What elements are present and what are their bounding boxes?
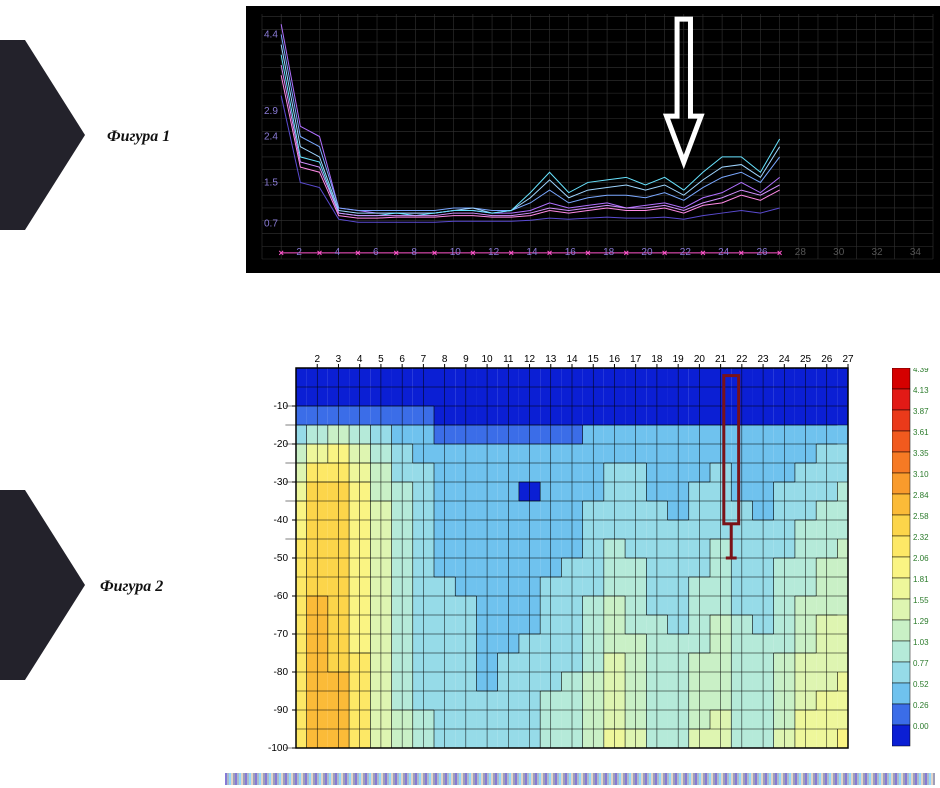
svg-text:11: 11 — [503, 354, 514, 365]
page-root: Фигура 1 0.71.52.42.94.42468101214161820… — [0, 0, 940, 788]
svg-text:-10: -10 — [274, 401, 289, 412]
svg-text:28: 28 — [795, 247, 807, 258]
svg-text:2.9: 2.9 — [264, 106, 278, 117]
svg-text:3.35: 3.35 — [913, 449, 929, 458]
svg-text:3: 3 — [336, 354, 342, 365]
svg-text:24: 24 — [779, 354, 791, 365]
svg-text:1.03: 1.03 — [913, 638, 929, 647]
svg-text:4: 4 — [357, 354, 363, 365]
svg-text:0.7: 0.7 — [264, 218, 278, 229]
svg-text:2.06: 2.06 — [913, 554, 929, 563]
svg-text:4: 4 — [335, 247, 341, 258]
svg-text:27: 27 — [842, 354, 854, 365]
svg-text:-90: -90 — [274, 705, 289, 716]
svg-text:19: 19 — [673, 354, 685, 365]
decorative-strip — [225, 773, 935, 785]
pointer-poly — [0, 40, 85, 230]
svg-text:26: 26 — [756, 247, 768, 258]
svg-text:17: 17 — [630, 354, 642, 365]
pointer-shape-2 — [0, 490, 90, 680]
svg-text:3.61: 3.61 — [913, 428, 929, 437]
figure-1-chart: 0.71.52.42.94.42468101214161820222426283… — [240, 0, 940, 279]
svg-text:4.4: 4.4 — [264, 29, 278, 40]
svg-text:2.84: 2.84 — [913, 491, 929, 500]
svg-text:23: 23 — [758, 354, 770, 365]
svg-text:20: 20 — [694, 354, 706, 365]
svg-text:32: 32 — [871, 247, 883, 258]
svg-text:7: 7 — [421, 354, 427, 365]
svg-text:14: 14 — [566, 354, 578, 365]
svg-text:22: 22 — [680, 247, 692, 258]
svg-text:2.4: 2.4 — [264, 132, 278, 143]
svg-text:3.10: 3.10 — [913, 470, 929, 479]
svg-text:-40: -40 — [274, 515, 289, 526]
svg-text:2.58: 2.58 — [913, 512, 929, 521]
svg-text:8: 8 — [411, 247, 417, 258]
svg-text:-20: -20 — [274, 439, 289, 450]
svg-text:22: 22 — [736, 354, 748, 365]
svg-text:20: 20 — [641, 247, 653, 258]
svg-text:18: 18 — [651, 354, 663, 365]
svg-text:3.87: 3.87 — [913, 407, 929, 416]
svg-text:16: 16 — [609, 354, 621, 365]
svg-text:2: 2 — [296, 247, 302, 258]
svg-text:-80: -80 — [274, 667, 289, 678]
svg-text:5: 5 — [378, 354, 384, 365]
svg-text:0.77: 0.77 — [913, 659, 929, 668]
svg-text:16: 16 — [565, 247, 577, 258]
svg-text:-70: -70 — [274, 629, 289, 640]
figure-2-label: Фигура 2 — [100, 578, 163, 596]
svg-text:13: 13 — [545, 354, 557, 365]
figure-2-chart: 2345678910111213141516171819202122232425… — [238, 348, 856, 756]
svg-text:21: 21 — [715, 354, 727, 365]
svg-text:6: 6 — [373, 247, 379, 258]
svg-text:34: 34 — [910, 247, 922, 258]
svg-text:1.29: 1.29 — [913, 617, 929, 626]
svg-text:15: 15 — [588, 354, 600, 365]
svg-text:26: 26 — [821, 354, 833, 365]
svg-text:14: 14 — [526, 247, 538, 258]
svg-text:24: 24 — [718, 247, 730, 258]
svg-text:10: 10 — [482, 354, 494, 365]
svg-text:1.5: 1.5 — [264, 177, 278, 188]
figure-1-label: Фигура 1 — [107, 128, 170, 146]
svg-text:4.13: 4.13 — [913, 386, 929, 395]
pointer-poly — [0, 490, 85, 680]
svg-text:12: 12 — [524, 354, 536, 365]
svg-text:2: 2 — [314, 354, 320, 365]
svg-text:4.39: 4.39 — [913, 368, 929, 374]
svg-text:-30: -30 — [274, 477, 289, 488]
figure-2-colorbar: 4.39 4.13 3.87 3.61 3.35 3.10 2.84 2.58 2.32 2.06… — [892, 368, 940, 755]
svg-text:1.81: 1.81 — [913, 575, 929, 584]
svg-text:18: 18 — [603, 247, 615, 258]
svg-text:8: 8 — [442, 354, 448, 365]
pointer-shape-1 — [0, 40, 90, 230]
svg-text:0.26: 0.26 — [913, 701, 929, 710]
svg-text:1.55: 1.55 — [913, 596, 929, 605]
svg-text:2.32: 2.32 — [913, 533, 929, 542]
svg-text:0.52: 0.52 — [913, 680, 929, 689]
svg-text:9: 9 — [463, 354, 469, 365]
svg-text:6: 6 — [399, 354, 405, 365]
svg-text:30: 30 — [833, 247, 845, 258]
svg-text:-50: -50 — [274, 553, 289, 564]
svg-text:10: 10 — [450, 247, 462, 258]
svg-text:-100: -100 — [268, 743, 288, 754]
svg-text:25: 25 — [800, 354, 812, 365]
svg-text:-60: -60 — [274, 591, 289, 602]
svg-text:0.00: 0.00 — [913, 722, 929, 731]
svg-text:12: 12 — [488, 247, 500, 258]
